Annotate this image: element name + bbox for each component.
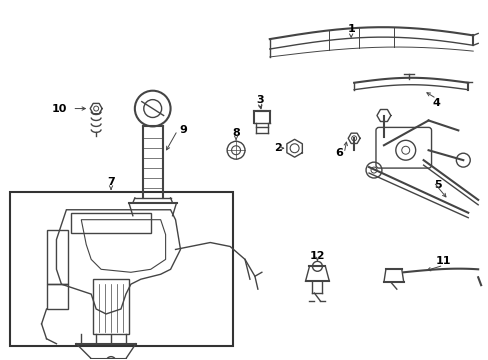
Text: 6: 6 — [335, 148, 343, 158]
Text: 5: 5 — [434, 180, 442, 190]
Text: 4: 4 — [432, 98, 440, 108]
Text: 1: 1 — [346, 24, 354, 34]
Bar — [10, 192, 233, 346]
Bar — [46, 230, 68, 284]
Text: 12: 12 — [309, 251, 325, 261]
Text: 10: 10 — [52, 104, 67, 113]
Bar — [93, 279, 129, 334]
Text: 11: 11 — [435, 256, 450, 266]
Text: 2: 2 — [273, 143, 281, 153]
Text: 9: 9 — [179, 125, 187, 135]
Text: 3: 3 — [256, 95, 263, 105]
Text: 7: 7 — [107, 177, 115, 187]
Bar — [71, 213, 150, 233]
Text: 8: 8 — [232, 129, 240, 138]
Bar — [46, 284, 68, 309]
